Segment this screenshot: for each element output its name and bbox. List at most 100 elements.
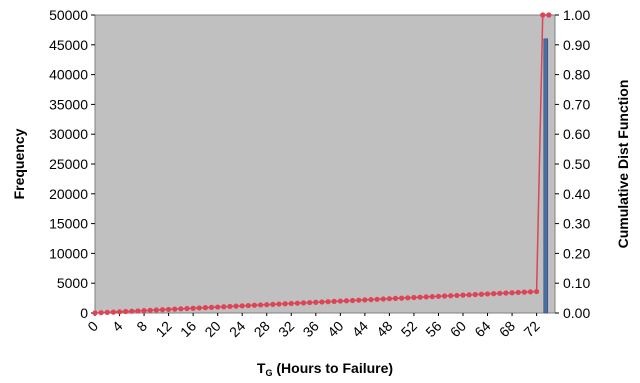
- left-tick-label: 30000: [49, 126, 88, 142]
- x-tick-label: 56: [422, 318, 444, 340]
- x-tick-label: 64: [471, 318, 493, 340]
- right-tick-label: 0.50: [563, 156, 590, 172]
- cdf-point: [429, 294, 435, 300]
- y-axis-label-right: Cumulative Dist Function: [615, 80, 631, 249]
- cdf-point: [135, 308, 141, 314]
- cdf-point: [166, 306, 172, 313]
- x-tick-label: 4: [109, 318, 126, 335]
- cdf-point: [313, 299, 319, 305]
- cdf-point: [258, 302, 264, 308]
- cdf-point: [196, 305, 202, 311]
- cdf-point: [423, 294, 429, 300]
- cdf-point: [411, 294, 417, 301]
- left-tick-label: 0: [80, 305, 88, 321]
- left-tick-label: 50000: [49, 7, 88, 23]
- cdf-point: [442, 293, 448, 299]
- cdf-point: [454, 292, 460, 299]
- left-tick-label: 35000: [49, 96, 88, 112]
- left-tick-label: 10000: [49, 245, 88, 261]
- x-tick-label: 20: [201, 318, 223, 340]
- x-tick-label: 72: [520, 318, 542, 340]
- cdf-point: [208, 304, 215, 310]
- x-tick-label: 32: [275, 318, 297, 340]
- cdf-point: [540, 12, 546, 18]
- right-tick-label: 0.90: [563, 37, 590, 53]
- left-tick-label: 20000: [49, 186, 88, 202]
- x-tick-label: 0: [84, 318, 101, 335]
- cdf-point: [276, 301, 282, 307]
- left-tick-label: 45000: [49, 37, 88, 53]
- cdf-point: [386, 296, 392, 302]
- cdf-point: [282, 301, 288, 307]
- cdf-series: [92, 12, 552, 316]
- cdf-point: [110, 309, 116, 315]
- x-axis-label-rest: (Hours to Failure): [273, 360, 394, 376]
- right-axis: 0.00 0.10 0.20 0.30 0.40 0.50 0.60 0.70 0.80 0.90…: [555, 7, 590, 321]
- cdf-point: [319, 299, 325, 305]
- x-tick-label: 60: [447, 318, 469, 340]
- x-axis-label-main: T: [257, 360, 266, 376]
- cdf-point: [478, 291, 484, 297]
- cdf-point: [417, 294, 423, 300]
- cdf-point: [239, 303, 245, 309]
- x-tick-label: 44: [349, 318, 371, 340]
- cdf-point: [491, 291, 497, 297]
- cdf-point: [527, 289, 534, 295]
- x-tick-label: 8: [133, 318, 150, 335]
- right-tick-label: 0.60: [563, 126, 590, 142]
- cdf-point: [300, 300, 307, 306]
- right-tick-label: 0.80: [563, 67, 590, 83]
- histogram-bar: [543, 38, 549, 314]
- cdf-point: [503, 290, 509, 296]
- cdf-point: [215, 304, 221, 310]
- cdf-point: [509, 290, 515, 296]
- cdf-point: [159, 307, 166, 313]
- cdf-point: [178, 306, 184, 312]
- x-tick-label: 52: [398, 318, 420, 340]
- cdf-point: [460, 292, 466, 298]
- cdf-point: [515, 289, 521, 296]
- right-tick-label: 1.00: [563, 7, 590, 23]
- cdf-point: [307, 299, 313, 306]
- x-axis: 0 4 8 12 16 20 24 28 32 36 40 44 48 52 56 60 64 68 72: [84, 313, 543, 340]
- cdf-point: [331, 298, 337, 304]
- left-tick-label: 5000: [57, 275, 88, 291]
- cdf-point: [270, 301, 276, 307]
- x-tick-label: 40: [324, 318, 346, 340]
- plot-area: [94, 14, 556, 314]
- bar-series: [543, 38, 549, 314]
- cdf-point: [337, 298, 343, 304]
- cdf-point: [484, 291, 491, 297]
- cdf-point: [362, 297, 368, 303]
- x-tick-label: 48: [373, 318, 395, 340]
- x-tick-label: 28: [251, 318, 273, 340]
- cdf-point: [325, 299, 331, 305]
- cdf-point: [466, 292, 472, 298]
- cdf-point: [172, 306, 178, 312]
- cdf-point: [227, 303, 233, 310]
- right-tick-label: 0.00: [563, 305, 590, 321]
- left-tick-label: 25000: [49, 156, 88, 172]
- cdf-point: [472, 291, 478, 298]
- cdf-point: [202, 305, 208, 311]
- left-axis: 0 5000 10000 15000 20000 25000 30000 35000 40000…: [49, 7, 95, 321]
- cdf-point: [288, 300, 294, 307]
- left-tick-label: 40000: [49, 67, 88, 83]
- cdf-point: [534, 288, 540, 295]
- right-tick-label: 0.20: [563, 245, 590, 261]
- y-axis-label-left: Frequency: [11, 128, 27, 199]
- cdf-point: [184, 305, 190, 312]
- x-tick-label: 36: [300, 318, 322, 340]
- cdf-point: [392, 295, 399, 301]
- cdf-point: [129, 308, 135, 314]
- cdf-point: [405, 295, 411, 301]
- cdf-point: [546, 12, 552, 18]
- cdf-point: [245, 302, 251, 309]
- cdf-point: [343, 298, 350, 304]
- cdf-point: [153, 307, 159, 313]
- cdf-point: [141, 308, 147, 314]
- cdf-point: [98, 310, 104, 316]
- cdf-point: [380, 296, 386, 302]
